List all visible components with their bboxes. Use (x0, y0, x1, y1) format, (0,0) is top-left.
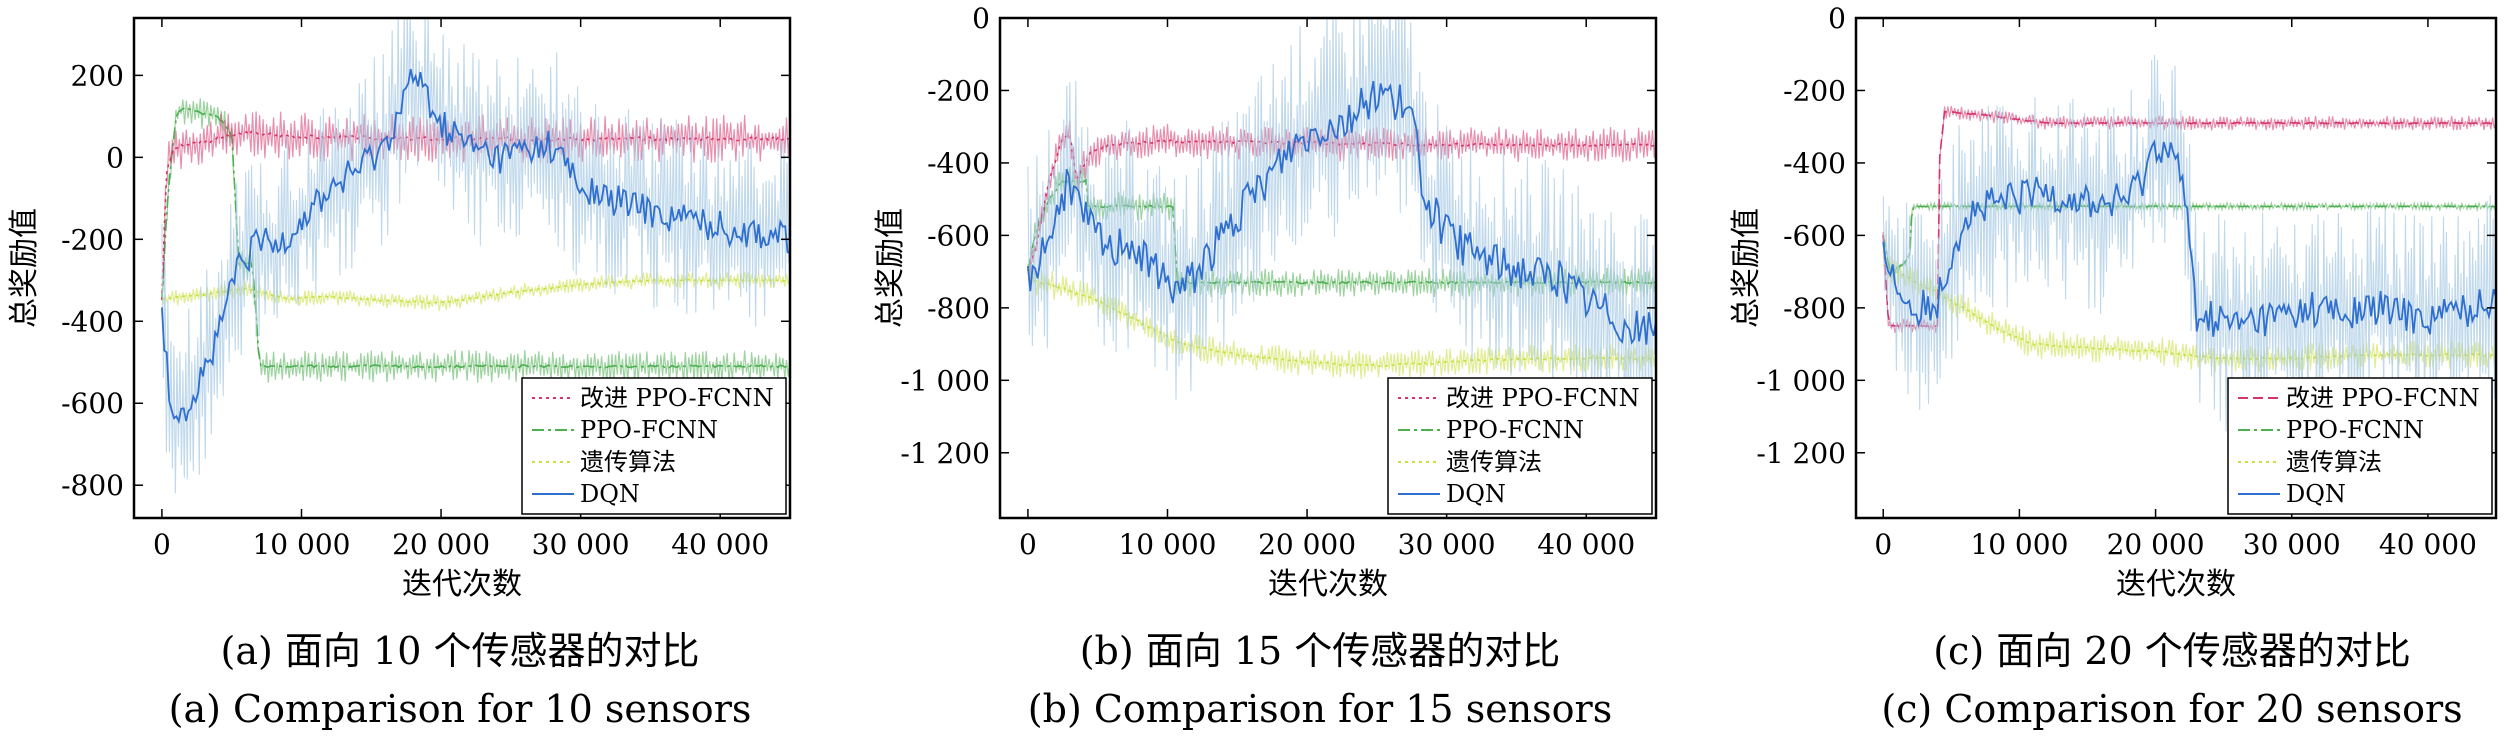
legend-entry: 改进 PPO-FCNN (580, 384, 774, 412)
caption-b-en: (b) Comparison for 15 sensors (1028, 687, 1612, 731)
series-band (161, 98, 790, 383)
series-line (1882, 205, 2496, 273)
x-axis-label: 迭代次数 (402, 567, 522, 602)
legend-entry: DQN (1446, 480, 1506, 508)
y-axis-label: 总奖励值 (873, 208, 908, 328)
y-tick-label: -1 000 (900, 364, 990, 397)
legend-entry: 遗传算法 (2286, 448, 2382, 476)
x-tick-label: 40 000 (671, 528, 769, 561)
legend: 改进 PPO-FCNN PPO-FCNN 遗传算法 DQN (1387, 377, 1653, 515)
y-tick-label: -800 (927, 292, 990, 325)
y-tick-label: -600 (1783, 219, 1846, 252)
series-band (1027, 120, 1656, 283)
legend-box (2227, 377, 2493, 515)
panel-c: 0 -200 -400 -600 -800 -1 000 -1 200 0 10 000 20 0… (1729, 2, 2498, 731)
plot-frame (132, 16, 792, 520)
legend-entry: 改进 PPO-FCNN (2286, 384, 2480, 412)
y-axis-label: 总奖励值 (1729, 208, 1764, 328)
series-band (1882, 105, 2496, 334)
series-line (1882, 110, 2496, 328)
series-line (161, 68, 790, 425)
caption-c-en: (c) Comparison for 20 sensors (1881, 687, 2462, 731)
series-line (161, 107, 790, 369)
x-tick-label: 10 000 (1118, 528, 1216, 561)
plot-frame (1854, 16, 2498, 520)
series-area (161, 18, 790, 494)
series-band (1027, 266, 1656, 380)
plot-b: 0 -200 -400 -600 -800 -1 000 -1 200 0 10 000 20 0… (873, 2, 1658, 602)
legend-box (521, 377, 787, 515)
x-tick-label: 20 000 (1258, 528, 1356, 561)
x-tick-label: 40 000 (2379, 528, 2477, 561)
plot-frame (998, 16, 1658, 520)
x-tick-label: 30 000 (2243, 528, 2341, 561)
legend-entry: DQN (580, 480, 640, 508)
panel-b: 0 -200 -400 -600 -800 -1 000 -1 200 0 10 000 20 0… (873, 2, 1658, 731)
x-axis-label: 迭代次数 (2116, 567, 2236, 602)
x-tick-label: 20 000 (2107, 528, 2205, 561)
y-tick-label: -1 200 (1756, 437, 1846, 470)
legend: 改进 PPO-FCNN PPO-FCNN 遗传算法 DQN (2227, 377, 2493, 515)
legend-entry: 遗传算法 (1446, 448, 1542, 476)
legend-entry: PPO-FCNN (1446, 416, 1584, 444)
panel-a: 200 0 -200 -400 -600 -800 0 10 000 20 000 30 000 4… (7, 16, 792, 731)
y-tick-label: -400 (927, 147, 990, 180)
y-tick-label: -400 (61, 305, 124, 338)
series-area (1882, 54, 2496, 432)
x-tick-label: 0 (153, 528, 171, 561)
series-band (1027, 18, 1656, 441)
y-tick-label: -200 (927, 74, 990, 107)
x-tick-label: 0 (1874, 528, 1892, 561)
y-tick-label: 0 (1828, 2, 1846, 35)
x-tick-label: 30 000 (532, 528, 630, 561)
x-tick-label: 10 000 (1970, 528, 2068, 561)
legend-entry: 遗传算法 (580, 448, 676, 476)
y-axis-label: 总奖励值 (7, 208, 42, 328)
legend: 改进 PPO-FCNN PPO-FCNN 遗传算法 DQN (521, 377, 787, 515)
series-line (1882, 264, 2496, 361)
legend-entry: PPO-FCNN (580, 416, 718, 444)
legend-entry: 改进 PPO-FCNN (1446, 384, 1640, 412)
y-tick-label: -200 (61, 223, 124, 256)
x-tick-label: 10 000 (252, 528, 350, 561)
series-band (161, 18, 790, 494)
y-tick-label: -800 (1783, 292, 1846, 325)
y-tick-label: -200 (1783, 74, 1846, 107)
series-line (161, 278, 790, 304)
series-line (1027, 278, 1656, 368)
y-tick-label: -600 (927, 219, 990, 252)
caption-c-cn: (c) 面向 20 个传感器的对比 (1933, 629, 2411, 673)
legend-entry: DQN (2286, 480, 2346, 508)
series-line (1027, 80, 1656, 345)
series-band (1882, 250, 2496, 372)
series-band (161, 272, 790, 311)
plot-c: 0 -200 -400 -600 -800 -1 000 -1 200 0 10 000 20 0… (1729, 2, 2498, 602)
x-tick-label: 0 (1019, 528, 1037, 561)
y-tick-label: -400 (1783, 147, 1846, 180)
x-tick-label: 40 000 (1537, 528, 1635, 561)
caption-a-en: (a) Comparison for 10 sensors (169, 687, 752, 731)
series-band (1882, 54, 2496, 432)
y-tick-label: -600 (61, 387, 124, 420)
y-tick-label: 0 (972, 2, 990, 35)
y-tick-label: 0 (106, 141, 124, 174)
caption-a-cn: (a) 面向 10 个传感器的对比 (221, 629, 700, 673)
plot-a: 200 0 -200 -400 -600 -800 0 10 000 20 000 30 000 4… (7, 16, 792, 602)
series-line (1882, 139, 2496, 337)
y-tick-label: -800 (61, 469, 124, 502)
caption-b-cn: (b) 面向 15 个传感器的对比 (1080, 629, 1561, 673)
y-tick-label: 200 (71, 59, 124, 92)
y-tick-label: -1 000 (1756, 364, 1846, 397)
x-axis-label: 迭代次数 (1268, 567, 1388, 602)
x-tick-label: 20 000 (392, 528, 490, 561)
series-area (1027, 18, 1656, 441)
y-tick-label: -1 200 (900, 437, 990, 470)
x-tick-label: 30 000 (1398, 528, 1496, 561)
legend-entry: PPO-FCNN (2286, 416, 2424, 444)
legend-box (1387, 377, 1653, 515)
